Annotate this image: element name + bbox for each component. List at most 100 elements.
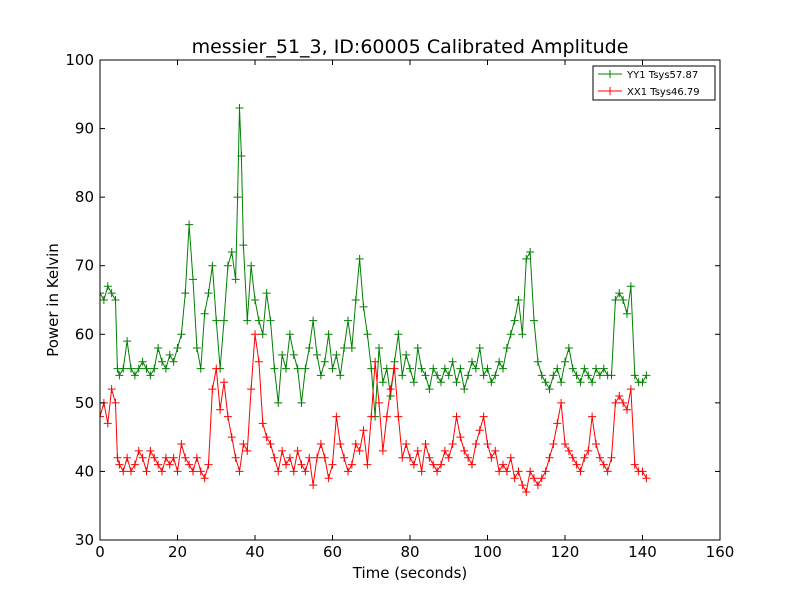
data-point-xx1 (588, 412, 597, 421)
data-point-yy1 (340, 344, 349, 352)
data-point-yy1 (417, 364, 426, 373)
data-point-yy1 (537, 371, 546, 380)
data-point-xx1 (293, 446, 302, 455)
data-point-yy1 (254, 316, 263, 325)
data-point-xx1 (220, 378, 228, 387)
data-point-xx1 (320, 453, 329, 462)
legend-label-yy1: YY1 Tsys57.87 (626, 70, 698, 81)
data-point-xx1 (200, 474, 209, 483)
data-point-xx1 (344, 467, 352, 476)
data-point-xx1 (301, 467, 310, 476)
data-point-yy1 (448, 357, 457, 366)
data-point-yy1 (123, 337, 132, 346)
data-point-yy1 (115, 371, 124, 380)
data-point-xx1 (239, 440, 248, 448)
data-point-xx1 (103, 419, 112, 428)
data-point-yy1 (568, 364, 577, 373)
data-point-xx1 (592, 440, 600, 448)
data-point-xx1 (324, 474, 333, 483)
data-point-xx1 (557, 398, 566, 407)
data-point-xx1 (192, 453, 201, 462)
data-point-xx1 (526, 467, 535, 476)
data-point-yy1 (440, 364, 449, 373)
data-point-yy1 (196, 364, 205, 373)
data-point-yy1 (615, 289, 624, 298)
data-point-xx1 (390, 364, 399, 373)
data-point-yy1 (247, 261, 256, 270)
y-tick-label: 50 (75, 394, 94, 412)
data-point-xx1 (549, 440, 558, 448)
data-point-xx1 (417, 467, 426, 476)
data-point-xx1 (584, 446, 593, 455)
data-point-xx1 (437, 460, 445, 469)
series-line-yy1 (100, 107, 647, 417)
data-point-yy1 (270, 364, 279, 373)
data-point-yy1 (212, 316, 221, 325)
data-point-xx1 (537, 474, 546, 483)
data-point-xx1 (564, 446, 573, 455)
data-point-xx1 (328, 460, 337, 469)
x-tick-label: 40 (245, 543, 264, 561)
data-point-yy1 (487, 378, 496, 387)
data-point-yy1 (386, 392, 395, 400)
data-point-yy1 (390, 357, 399, 366)
series-xx1 (100, 330, 651, 496)
data-point-xx1 (278, 446, 287, 455)
data-point-yy1 (309, 316, 318, 325)
data-point-xx1 (119, 467, 128, 476)
data-point-xx1 (134, 446, 143, 455)
data-point-xx1 (262, 433, 271, 442)
data-point-xx1 (638, 467, 647, 476)
data-point-yy1 (421, 371, 430, 380)
data-point-xx1 (113, 453, 122, 462)
data-point-yy1 (433, 371, 442, 380)
y-axis-label: Power in Kelvin (44, 243, 62, 357)
data-point-xx1 (576, 467, 585, 476)
data-point-yy1 (522, 254, 531, 263)
data-point-xx1 (100, 412, 104, 421)
chart-title: messier_51_3, ID:60005 Calibrated Amplit… (192, 36, 629, 58)
data-point-xx1 (413, 446, 422, 455)
data-point-xx1 (154, 460, 163, 469)
x-tick-label: 20 (168, 543, 187, 561)
data-point-yy1 (464, 371, 473, 380)
x-tick-label: 80 (400, 543, 419, 561)
data-point-yy1 (138, 357, 147, 366)
data-point-xx1 (309, 481, 318, 490)
data-point-yy1 (103, 282, 112, 291)
data-point-yy1 (561, 357, 569, 366)
data-point-yy1 (382, 364, 391, 373)
data-point-yy1 (278, 350, 287, 359)
data-point-yy1 (336, 371, 345, 380)
series-line-xx1 (100, 334, 647, 494)
data-point-xx1 (189, 467, 197, 476)
data-point-yy1 (495, 357, 504, 366)
data-point-xx1 (440, 446, 449, 455)
data-point-yy1 (320, 357, 329, 366)
data-point-xx1 (297, 460, 306, 469)
data-point-yy1 (514, 296, 523, 304)
data-point-yy1 (607, 371, 616, 380)
data-point-xx1 (251, 330, 259, 339)
data-point-yy1 (301, 364, 310, 373)
data-point-xx1 (603, 467, 612, 476)
data-point-yy1 (324, 330, 333, 339)
data-point-yy1 (158, 357, 166, 366)
data-point-xx1 (243, 446, 252, 455)
data-point-yy1 (239, 241, 248, 250)
data-point-xx1 (305, 453, 314, 462)
data-point-yy1 (444, 371, 453, 380)
data-point-yy1 (425, 385, 434, 394)
data-point-xx1 (138, 453, 147, 462)
data-point-yy1 (530, 316, 538, 325)
data-point-xx1 (406, 453, 414, 462)
data-point-xx1 (115, 460, 124, 469)
data-point-xx1 (541, 467, 550, 476)
data-point-xx1 (595, 453, 604, 462)
data-point-yy1 (584, 371, 593, 380)
data-point-yy1 (592, 364, 600, 373)
data-point-xx1 (227, 433, 236, 442)
data-point-yy1 (347, 344, 356, 352)
data-point-yy1 (553, 364, 562, 373)
